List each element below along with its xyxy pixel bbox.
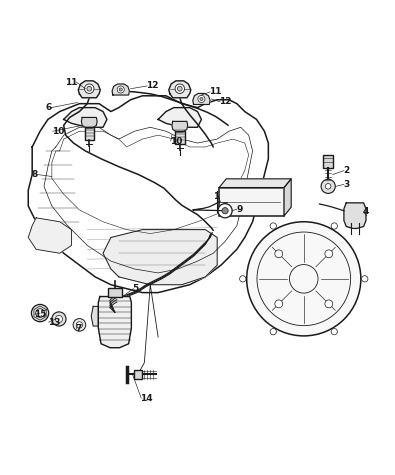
Text: 5: 5: [133, 284, 139, 293]
Circle shape: [270, 329, 276, 335]
Circle shape: [85, 84, 94, 94]
Bar: [85, 127, 94, 140]
Circle shape: [325, 250, 333, 258]
Bar: [108, 288, 122, 296]
Circle shape: [321, 179, 335, 193]
Circle shape: [198, 95, 205, 103]
Text: 13: 13: [48, 318, 60, 327]
Bar: [134, 370, 142, 379]
Text: 3: 3: [343, 180, 350, 189]
Polygon shape: [172, 122, 188, 132]
Circle shape: [87, 86, 92, 91]
Circle shape: [275, 300, 283, 308]
Circle shape: [240, 276, 246, 282]
Circle shape: [52, 312, 66, 326]
Polygon shape: [103, 229, 217, 285]
Circle shape: [325, 300, 333, 308]
Circle shape: [175, 84, 184, 94]
Circle shape: [117, 86, 124, 93]
Text: 12: 12: [146, 81, 159, 90]
Circle shape: [362, 276, 368, 282]
Polygon shape: [193, 94, 210, 104]
Circle shape: [177, 86, 182, 91]
Text: 11: 11: [209, 87, 222, 96]
Polygon shape: [219, 179, 291, 188]
Polygon shape: [78, 81, 100, 98]
Circle shape: [55, 315, 62, 323]
Text: 10: 10: [170, 137, 182, 145]
Text: 2: 2: [343, 166, 350, 175]
Text: 11: 11: [65, 77, 77, 86]
Circle shape: [31, 304, 49, 322]
Circle shape: [275, 250, 283, 258]
Circle shape: [331, 329, 337, 335]
Circle shape: [218, 204, 232, 218]
Text: 1: 1: [213, 192, 219, 200]
Polygon shape: [112, 84, 130, 95]
Polygon shape: [28, 96, 268, 293]
Text: 12: 12: [219, 97, 231, 106]
Text: 9: 9: [237, 205, 243, 214]
Circle shape: [119, 88, 122, 91]
Polygon shape: [158, 108, 201, 127]
Text: 4: 4: [363, 208, 369, 217]
Circle shape: [200, 97, 203, 101]
Circle shape: [331, 223, 337, 229]
Text: 14: 14: [141, 394, 153, 403]
Circle shape: [325, 183, 331, 189]
Circle shape: [73, 319, 86, 331]
Circle shape: [36, 309, 44, 317]
Text: 8: 8: [32, 170, 38, 179]
Bar: [219, 188, 284, 216]
Polygon shape: [91, 306, 98, 326]
Circle shape: [76, 322, 83, 328]
Circle shape: [270, 223, 276, 229]
Circle shape: [247, 222, 361, 336]
Polygon shape: [64, 108, 107, 127]
Polygon shape: [344, 203, 366, 228]
Text: 7: 7: [75, 324, 82, 333]
Text: 6: 6: [45, 103, 52, 112]
Polygon shape: [28, 218, 71, 253]
Text: 15: 15: [34, 310, 47, 319]
Polygon shape: [169, 81, 191, 98]
Polygon shape: [81, 117, 97, 128]
Polygon shape: [98, 296, 132, 348]
Polygon shape: [284, 179, 291, 216]
Bar: [324, 155, 333, 168]
Circle shape: [222, 208, 228, 214]
Text: 10: 10: [52, 127, 64, 136]
Bar: [175, 131, 184, 144]
